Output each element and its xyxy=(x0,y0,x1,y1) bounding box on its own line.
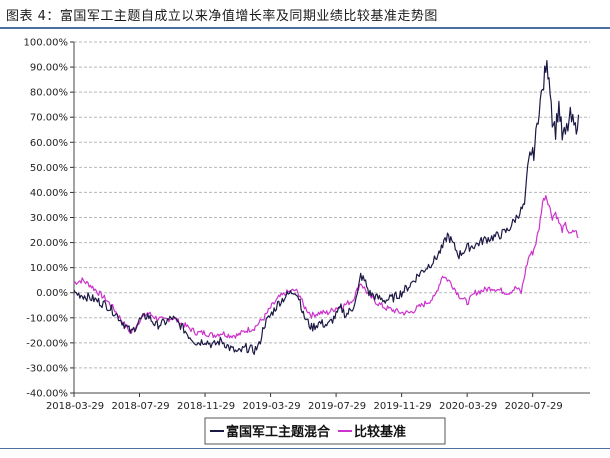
fund-line xyxy=(73,60,580,355)
legend: 富国军工主题混合 比较基准 xyxy=(204,417,446,445)
y-tick-label: -30.00% xyxy=(26,363,68,374)
y-tick-label: 20.00% xyxy=(30,238,68,249)
y-tick-label: -10.00% xyxy=(26,313,68,324)
x-tick-label: 2020-03-29 xyxy=(439,401,497,412)
x-axis-ticks: 2018-03-29 2018-07-29 2018-11-29 2019-03-29… xyxy=(46,393,563,412)
y-tick-label: 30.00% xyxy=(30,213,68,224)
legend-label-fund: 富国军工主题混合 xyxy=(226,424,331,440)
y-tick-label: 70.00% xyxy=(30,113,68,124)
y-tick-label: 50.00% xyxy=(30,163,68,174)
benchmark-line xyxy=(73,195,579,339)
x-tick-label: 2019-07-29 xyxy=(308,401,366,412)
y-tick-label: 90.00% xyxy=(30,63,68,74)
chart-title: 图表 4：富国军工主题自成立以来净值增长率及同期业绩比较基准走势图 xyxy=(6,9,438,24)
axes xyxy=(73,42,590,394)
x-tick-label: 2018-03-29 xyxy=(46,401,104,412)
title-underline xyxy=(0,27,610,29)
y-tick-label: -40.00% xyxy=(26,389,68,400)
x-tick-label: 2020-07-29 xyxy=(505,401,563,412)
x-tick-label: 2019-03-29 xyxy=(243,401,301,412)
legend-label-benchmark: 比较基准 xyxy=(354,424,406,440)
x-tick-label: 2018-07-29 xyxy=(111,401,169,412)
y-axis-ticks: 100.00% 90.00% 80.00% 70.00% 60.00% 50.00% 40.… xyxy=(24,38,74,400)
y-tick-label: 40.00% xyxy=(30,188,68,199)
y-tick-label: -20.00% xyxy=(26,338,68,349)
series-lines xyxy=(73,60,580,355)
y-tick-label: 60.00% xyxy=(30,138,68,149)
legend-box xyxy=(204,417,446,445)
y-tick-label: 0.00% xyxy=(36,288,68,299)
y-tick-label: 80.00% xyxy=(30,88,68,99)
y-tick-label: 100.00% xyxy=(24,38,69,49)
x-tick-label: 2019-11-29 xyxy=(374,401,432,412)
y-tick-label: 10.00% xyxy=(30,263,68,274)
bottom-rule xyxy=(0,448,610,449)
x-tick-label: 2018-11-29 xyxy=(177,401,235,412)
